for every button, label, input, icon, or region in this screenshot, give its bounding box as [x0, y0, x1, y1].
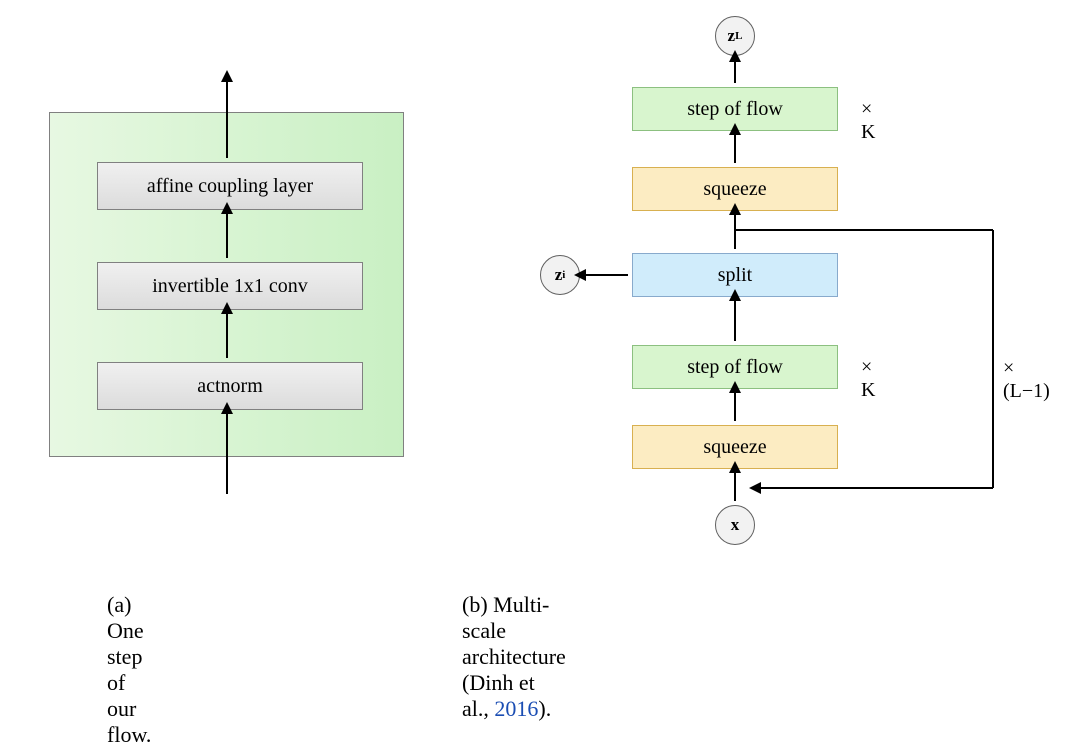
caption-b: (b) Multi-scale architecture (Dinh et al… [462, 592, 566, 722]
annot-2: × (L−1) [1003, 357, 1050, 403]
circle-x: x [715, 505, 755, 545]
annot-0: × K [861, 98, 875, 144]
annot-1: × K [861, 356, 875, 402]
caption-a: (a) One step of our flow. [107, 592, 151, 748]
